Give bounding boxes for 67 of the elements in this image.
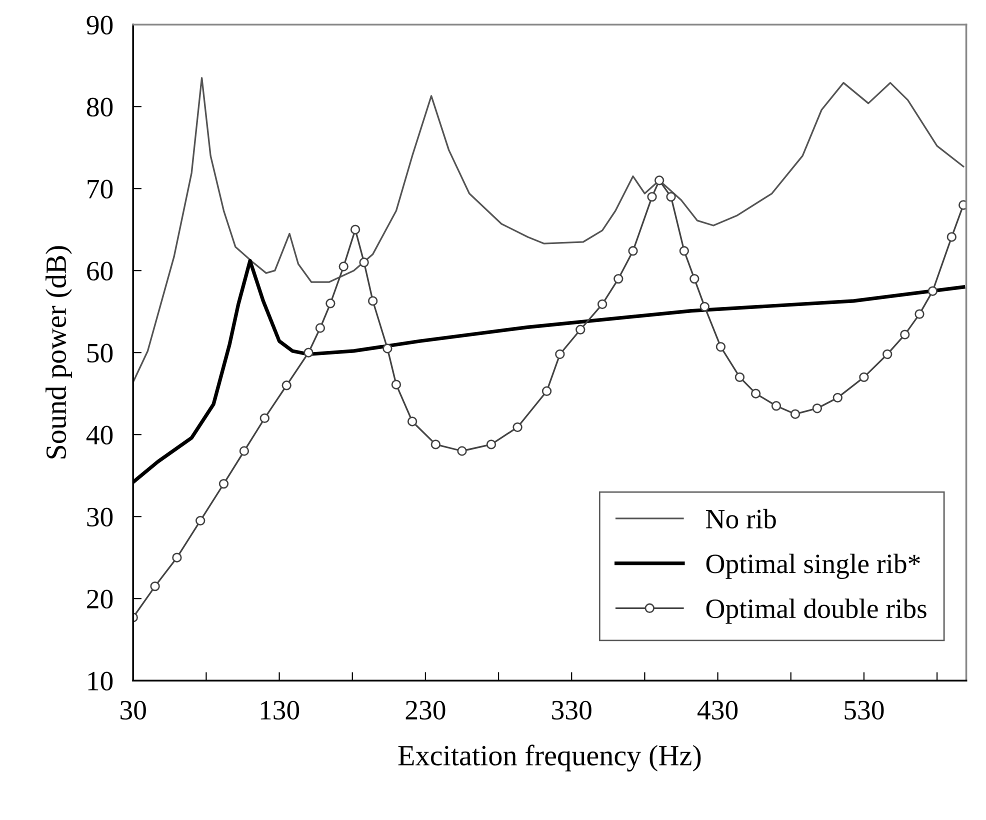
x-axis-title: Excitation frequency (Hz) [398, 744, 701, 772]
point [542, 386, 552, 396]
point [382, 344, 392, 354]
point [260, 413, 270, 424]
point [832, 392, 843, 403]
point [350, 224, 360, 234]
point [734, 372, 745, 382]
point [914, 309, 924, 319]
x-tick-label: 230 [406, 700, 446, 720]
point [928, 286, 938, 296]
point [812, 404, 822, 414]
y-tick-label: 40 [86, 426, 113, 445]
point [666, 192, 676, 202]
point [654, 176, 664, 186]
x-tick-label: 330 [552, 700, 592, 720]
y-tick-label: 30 [87, 508, 113, 527]
x-tick-label: 430 [698, 700, 738, 720]
line-series [133, 77, 964, 383]
point [679, 246, 690, 256]
legend-label: No rib [706, 508, 776, 528]
point [195, 516, 206, 526]
point [391, 380, 402, 390]
point [150, 581, 160, 592]
y-tick-label: 90 [86, 16, 113, 35]
point [576, 324, 586, 334]
y-axis-title: Sound power (dB) [46, 246, 72, 458]
point [326, 298, 336, 308]
point [315, 323, 326, 333]
point [628, 246, 638, 256]
x-tick-label: 30 [120, 700, 146, 720]
y-tick-label: 60 [87, 262, 113, 281]
point [771, 401, 782, 411]
point [368, 296, 378, 306]
y-tick-label: 80 [86, 98, 113, 117]
y-tick-label: 70 [88, 180, 113, 199]
point [700, 302, 710, 312]
point [486, 440, 496, 450]
y-tick-label: 50 [88, 344, 113, 363]
point [304, 348, 314, 358]
point [218, 478, 229, 489]
legend-label: Optimal double ribs [706, 598, 926, 624]
y-tick-label: 10 [88, 672, 113, 691]
point [430, 440, 441, 450]
point [512, 422, 522, 432]
point [338, 262, 348, 272]
point [614, 274, 624, 284]
point [750, 388, 761, 398]
point [359, 258, 369, 268]
point [555, 349, 565, 360]
point [407, 416, 418, 426]
y-tick-label: 20 [87, 590, 113, 609]
point [946, 232, 957, 242]
point [457, 446, 467, 456]
legend-label: Optimal single rib* [706, 554, 920, 579]
point [882, 349, 892, 360]
point [282, 380, 292, 390]
point [790, 409, 800, 419]
x-tick-label: 130 [260, 700, 300, 720]
point [647, 192, 657, 202]
x-tick-label: 530 [844, 700, 884, 720]
point [900, 330, 910, 340]
point [597, 299, 608, 310]
point [859, 372, 869, 382]
point [239, 446, 250, 456]
point [690, 274, 700, 284]
point [716, 342, 726, 352]
point [172, 552, 182, 562]
